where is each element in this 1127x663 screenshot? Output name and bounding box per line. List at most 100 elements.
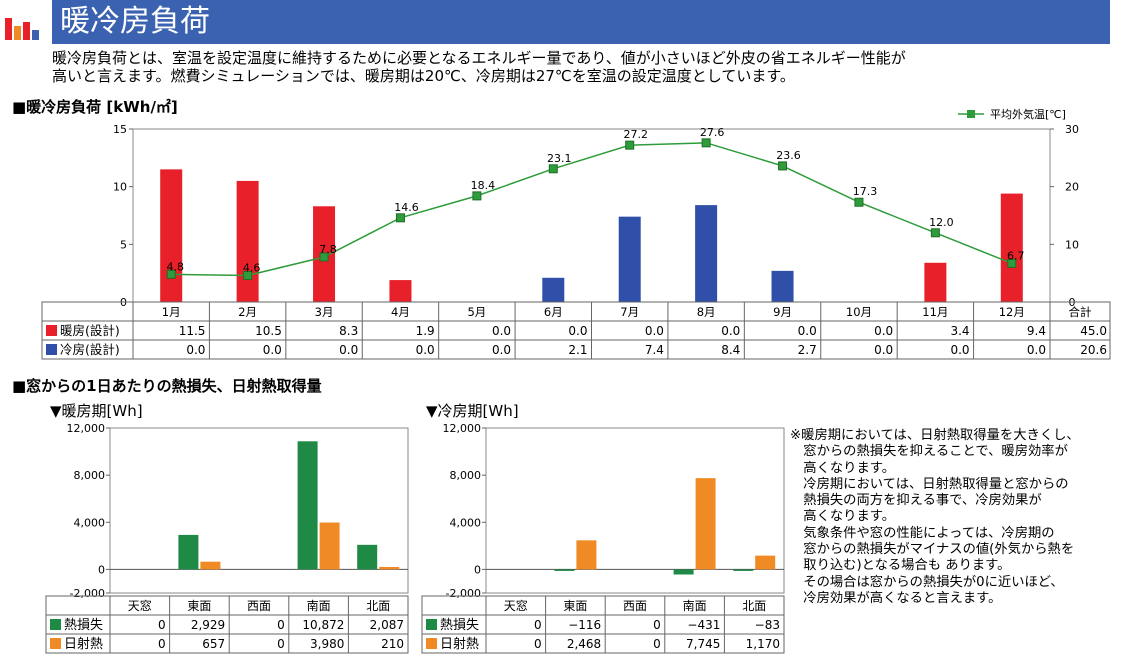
- temperature-label: 23.6: [776, 149, 801, 162]
- month-label: 8月: [697, 305, 716, 319]
- table-cell: 9.4: [1027, 324, 1046, 338]
- series-swatch: [50, 619, 61, 630]
- table-cell: −431: [687, 618, 720, 632]
- heating-bar: [389, 280, 412, 302]
- direction-label: 天窓: [128, 598, 152, 613]
- y-tick-label: 0: [120, 296, 127, 309]
- temperature-point: [854, 197, 864, 207]
- month-label: 4月: [391, 305, 410, 319]
- cooling-bar: [771, 270, 794, 302]
- table-total: 20.6: [1080, 343, 1107, 357]
- temperature-label: 4.6: [243, 261, 261, 274]
- series-swatch: [46, 325, 57, 336]
- y-tick-label: 15: [113, 123, 127, 136]
- solar-gain-bar: [379, 566, 400, 570]
- table-cell: 0: [158, 618, 166, 632]
- temperature-label: 7.8: [319, 243, 337, 256]
- series-name: 熱損失: [440, 618, 479, 633]
- table-cell: −83: [755, 618, 780, 632]
- heating-bar: [313, 206, 336, 302]
- table-cell: 0: [158, 637, 166, 651]
- temperature-point: [243, 270, 253, 280]
- bar-chart-logo-icon: [0, 0, 52, 44]
- y-tick-label: 0: [474, 563, 481, 576]
- table-cell: 0: [277, 637, 285, 651]
- table-cell: 2,929: [191, 618, 225, 632]
- window-chart-title: ▼暖房期[Wh]: [50, 402, 143, 420]
- section-title-load: ■暖冷房負荷 [kWh/㎡]: [12, 98, 178, 116]
- window-plot-area: [485, 427, 785, 594]
- direction-label: 天窓: [504, 598, 528, 613]
- y-tick-label: 5: [120, 238, 127, 251]
- table-cell: 2.1: [568, 343, 587, 357]
- temperature-label: 12.0: [929, 216, 954, 229]
- month-label: 10月: [846, 305, 872, 319]
- solar-gain-bar: [319, 522, 340, 570]
- temperature-point: [166, 269, 176, 279]
- y-tick-label: 8,000: [74, 469, 106, 482]
- series-swatch: [426, 619, 437, 630]
- temperature-label: 27.2: [623, 128, 648, 141]
- y-tick-label: -2,000: [70, 587, 105, 600]
- heating-bar: [160, 169, 183, 302]
- temperature-line: [171, 142, 1013, 277]
- table-total: 45.0: [1080, 324, 1107, 338]
- series-swatch: [426, 638, 437, 649]
- month-label: 2月: [238, 305, 257, 319]
- series-name: 暖房(設計): [60, 323, 120, 338]
- table-cell: 1,170: [746, 637, 780, 651]
- cooling-bar: [618, 216, 641, 302]
- note-line: 高くなります。: [790, 460, 896, 476]
- direction-label: 南面: [683, 598, 707, 613]
- note-line: 窓からの熱損失を抑えることで、暖房効率が: [790, 444, 1068, 460]
- direction-label: 東面: [187, 599, 211, 613]
- temperature-point: [1007, 258, 1017, 268]
- window-note: ※暖房期においては、日射熱取得量を大きくし、 窓からの熱損失を抑えることで、暖房…: [790, 428, 1125, 607]
- table-cell: 0.0: [416, 343, 435, 357]
- direction-label: 北面: [366, 599, 390, 613]
- direction-label: 西面: [247, 599, 271, 613]
- table-cell: 8.4: [721, 343, 740, 357]
- y2-tick-label: 10: [1065, 238, 1079, 251]
- temperature-point: [319, 252, 329, 262]
- series-name: 熱損失: [64, 618, 103, 633]
- temperature-point: [625, 140, 635, 150]
- direction-label: 西面: [623, 599, 647, 613]
- cooling-bar: [542, 277, 565, 302]
- temperature-point: [930, 228, 940, 238]
- heat-loss-bar: [357, 544, 378, 570]
- note-line: 熱損失の両方を抑える事で、冷房効果が: [790, 493, 1042, 509]
- y-tick-label: 10: [113, 181, 127, 194]
- direction-label: 北面: [742, 599, 766, 613]
- month-label: 9月: [773, 305, 792, 319]
- month-label: 7月: [620, 305, 639, 319]
- solar-gain-bar: [200, 561, 221, 570]
- temperature-label: 6.7: [1007, 249, 1025, 262]
- temperature-point: [548, 164, 558, 174]
- series-name: 日射熱: [64, 636, 103, 652]
- table-cell: 0: [653, 637, 661, 651]
- window-chart-title: ▼冷房期[Wh]: [426, 402, 519, 420]
- y-tick-label: 4,000: [74, 516, 106, 529]
- heating-bar: [1000, 193, 1023, 302]
- temperature-label: 27.6: [700, 126, 725, 139]
- direction-label: 東面: [563, 599, 587, 613]
- month-label: 12月: [999, 305, 1025, 319]
- temperature-label: 23.1: [547, 152, 572, 165]
- header-banner: 暖冷房負荷: [0, 0, 1110, 44]
- table-cell: 657: [202, 637, 225, 651]
- table-cell: 8.3: [339, 324, 358, 338]
- table-cell: 2,468: [567, 637, 601, 651]
- table-cell: 11.5: [179, 324, 206, 338]
- y2-tick-label: 0: [1069, 296, 1076, 309]
- table-border: [41, 301, 1111, 360]
- table-cell: 0.0: [798, 324, 817, 338]
- note-line: 冷房効果が高くなると言えます。: [790, 590, 1002, 606]
- window-table-border: [421, 595, 785, 654]
- y-tick-label: 12,000: [443, 422, 482, 435]
- note-line: ※暖房期においては、日射熱取得量を大きくし、: [790, 428, 1080, 443]
- month-label: 6月: [544, 305, 563, 319]
- legend-label: 平均外気温[℃]: [990, 107, 1066, 121]
- table-cell: 2,087: [370, 618, 404, 632]
- series-swatch: [46, 344, 57, 355]
